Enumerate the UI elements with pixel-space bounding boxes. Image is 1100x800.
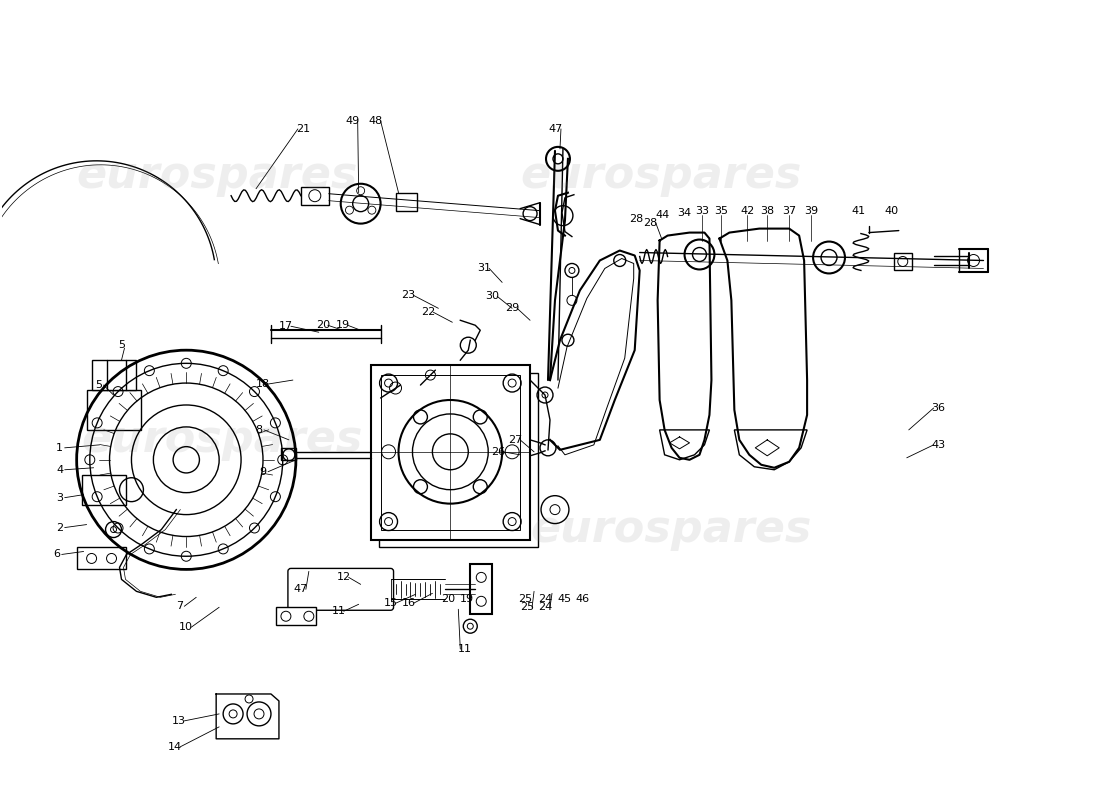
Text: 28: 28 xyxy=(629,214,644,224)
FancyBboxPatch shape xyxy=(288,569,394,610)
Polygon shape xyxy=(735,430,807,470)
Text: 29: 29 xyxy=(505,303,519,314)
Text: eurospares: eurospares xyxy=(530,508,812,551)
Text: 23: 23 xyxy=(402,290,416,300)
Text: 45: 45 xyxy=(558,594,572,604)
FancyBboxPatch shape xyxy=(91,360,136,390)
Text: eurospares: eurospares xyxy=(77,154,358,198)
Text: 17: 17 xyxy=(279,322,293,331)
Text: 35: 35 xyxy=(714,206,728,216)
FancyBboxPatch shape xyxy=(378,373,538,547)
Text: 48: 48 xyxy=(368,116,383,126)
Text: 8: 8 xyxy=(255,425,263,435)
FancyBboxPatch shape xyxy=(396,193,418,210)
Text: 19: 19 xyxy=(336,320,350,330)
FancyBboxPatch shape xyxy=(81,474,126,505)
FancyBboxPatch shape xyxy=(301,186,329,205)
Text: 21: 21 xyxy=(296,124,310,134)
Text: 37: 37 xyxy=(782,206,796,216)
FancyBboxPatch shape xyxy=(894,253,912,270)
Text: 20: 20 xyxy=(316,320,330,330)
Text: 18: 18 xyxy=(256,379,271,389)
FancyBboxPatch shape xyxy=(471,565,492,614)
Text: 16: 16 xyxy=(402,598,416,608)
FancyBboxPatch shape xyxy=(276,607,316,626)
Text: 5: 5 xyxy=(95,380,102,390)
Text: 33: 33 xyxy=(695,206,710,216)
Text: 1: 1 xyxy=(56,443,63,453)
Text: 11: 11 xyxy=(459,644,472,654)
Text: 13: 13 xyxy=(173,716,186,726)
Text: 4: 4 xyxy=(56,465,64,474)
Text: 28: 28 xyxy=(644,218,658,228)
FancyBboxPatch shape xyxy=(87,390,142,430)
FancyBboxPatch shape xyxy=(77,547,127,570)
Text: 26: 26 xyxy=(491,447,505,457)
Text: 12: 12 xyxy=(337,572,351,582)
Text: 46: 46 xyxy=(575,594,590,604)
Text: 36: 36 xyxy=(932,403,946,413)
Text: 47: 47 xyxy=(294,584,308,594)
Text: 3: 3 xyxy=(56,493,63,502)
FancyBboxPatch shape xyxy=(280,448,296,460)
Text: 15: 15 xyxy=(384,598,397,608)
Text: 14: 14 xyxy=(168,742,183,752)
Text: 11: 11 xyxy=(332,606,345,616)
Text: 27: 27 xyxy=(508,435,522,445)
Text: 38: 38 xyxy=(760,206,774,216)
Text: 25: 25 xyxy=(518,594,532,604)
Text: 6: 6 xyxy=(53,550,60,559)
Text: 19: 19 xyxy=(460,594,474,604)
FancyBboxPatch shape xyxy=(371,365,530,539)
Text: 24: 24 xyxy=(538,602,552,612)
Text: 22: 22 xyxy=(421,307,436,318)
Text: 20: 20 xyxy=(441,594,455,604)
Text: 43: 43 xyxy=(932,440,946,450)
Text: 10: 10 xyxy=(179,622,194,632)
Text: 24: 24 xyxy=(538,594,552,604)
Text: 5: 5 xyxy=(118,340,125,350)
Text: 42: 42 xyxy=(740,206,755,216)
Text: eurospares: eurospares xyxy=(81,418,363,462)
Text: 49: 49 xyxy=(345,116,360,126)
Text: 40: 40 xyxy=(884,206,899,216)
Text: 44: 44 xyxy=(656,210,670,220)
Text: 2: 2 xyxy=(56,522,64,533)
Text: eurospares: eurospares xyxy=(520,154,802,198)
Text: 39: 39 xyxy=(804,206,818,216)
Text: 31: 31 xyxy=(477,263,492,274)
Polygon shape xyxy=(660,430,710,460)
Text: 47: 47 xyxy=(549,124,563,134)
Text: 9: 9 xyxy=(260,466,266,477)
Text: 34: 34 xyxy=(678,208,692,218)
Text: 25: 25 xyxy=(520,602,535,612)
Text: 30: 30 xyxy=(485,291,499,302)
Text: 41: 41 xyxy=(851,206,866,216)
Text: 7: 7 xyxy=(176,602,183,611)
